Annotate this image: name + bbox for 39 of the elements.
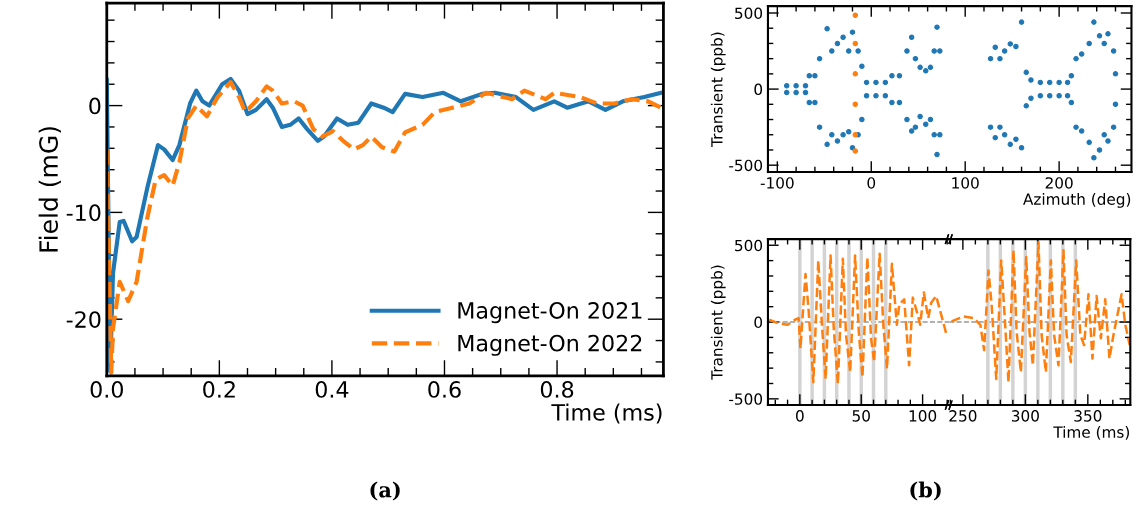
x-axis-title: Time (ms)	[551, 403, 662, 424]
x-tick-label: 0.8	[540, 381, 574, 398]
text: (b)	[910, 481, 941, 501]
y-tick-label: 0	[754, 316, 763, 329]
point	[852, 148, 859, 154]
y-tick-label: -20	[66, 311, 101, 328]
point	[852, 71, 859, 77]
x-tick-label: 0.2	[203, 381, 235, 398]
x-tick-label: 50	[852, 410, 870, 422]
point	[852, 101, 859, 108]
y-tick-label: 500	[735, 239, 763, 252]
x-tick-label: 0.4	[315, 381, 349, 398]
x-tick-label: 100	[909, 410, 937, 422]
legend-label: Magnet-On 2022	[458, 334, 642, 356]
y-axis-title: Field (mG)	[38, 127, 61, 252]
x-tick-label: 300	[1011, 410, 1039, 422]
x-tick-label: 0.0	[90, 381, 123, 398]
legend-label: Magnet-On 2021	[458, 302, 642, 324]
point	[852, 40, 859, 47]
y-axis-title: Transient (ppb)	[710, 265, 726, 380]
x-tick-label: 200	[1045, 177, 1073, 189]
y-tick-label: -500	[729, 159, 763, 172]
y-axis-title: Transient (ppb)	[710, 32, 726, 147]
y-tick-label: -10	[66, 204, 101, 222]
y-tick-label: 500	[735, 7, 763, 20]
x-axis-title: Time (ms)	[1053, 426, 1130, 440]
y-tick-label: -500	[729, 393, 763, 405]
point	[852, 12, 859, 19]
x-tick-label: 350	[1074, 410, 1102, 422]
y-tick-label: 0	[754, 83, 763, 96]
text: (a)	[370, 481, 400, 501]
x-tick-label: 0.6	[428, 381, 461, 398]
x-tick-label: 250	[949, 410, 977, 422]
x-axis-title: Azimuth (deg)	[1023, 193, 1131, 208]
x-tick-label: 100	[952, 177, 979, 189]
x-tick-label: 0	[867, 177, 876, 189]
x-tick-label: -100	[760, 177, 794, 189]
y-tick-label: 0	[89, 97, 101, 115]
x-tick-label: 0	[796, 410, 804, 422]
